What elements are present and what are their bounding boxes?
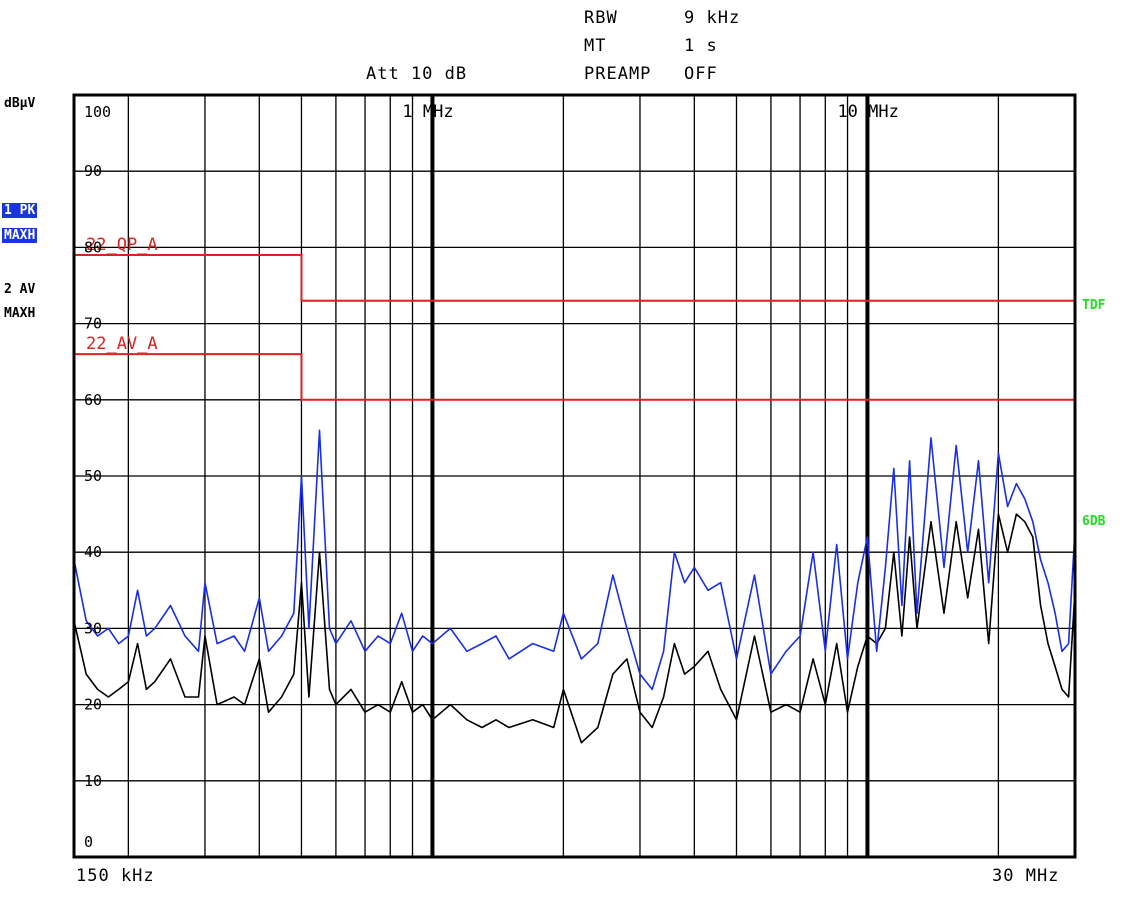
y-unit-label: dBµV	[4, 96, 36, 111]
y-tick-label: 30	[84, 619, 102, 637]
trace-line	[73, 513, 1076, 744]
limit-label: 22_QP_A	[86, 235, 158, 255]
trace2-mode-label: MAXH	[4, 306, 36, 321]
preamp-value: OFF	[684, 64, 718, 84]
y-tick-label: 90	[84, 162, 102, 180]
x-start-label: 150 kHz	[76, 866, 155, 886]
y-tick-label: 60	[84, 391, 102, 409]
y-tick-label: 50	[84, 467, 102, 485]
att-label: Att 10 dB	[366, 64, 468, 84]
trace1-mode-badge: MAXH	[2, 228, 38, 243]
y-tick-label: 80	[84, 238, 102, 256]
trace1-detector-badge: 1 PK	[2, 203, 38, 218]
decade-label: 1 MHz	[402, 102, 453, 122]
mt-value: 1 s	[684, 36, 718, 56]
limit-line	[74, 254, 1075, 302]
preamp-label: PREAMP	[584, 64, 652, 84]
y-tick-label: 40	[84, 543, 102, 561]
y-tick-label: 20	[84, 696, 102, 714]
y-tick-label: 10	[84, 772, 102, 790]
plot-frame	[72, 93, 1077, 859]
trace-line	[73, 429, 1076, 691]
trace2-detector-label: 2 AV	[4, 282, 36, 297]
decade-label: 10 MHz	[837, 102, 898, 122]
limit-line	[74, 353, 1075, 401]
mt-label: MT	[584, 36, 607, 56]
limit-label: 22_AV_A	[86, 334, 158, 354]
y-tick-label: 70	[84, 315, 102, 333]
grid	[74, 95, 1075, 857]
6db-indicator: 6DB	[1082, 514, 1106, 529]
axis-labels: 0 10 20 30 40 50 60 70 80 90 100 1 MHz 10 MHz	[84, 102, 899, 851]
traces	[73, 429, 1076, 744]
rbw-label: RBW	[584, 8, 618, 28]
x-end-label: 30 MHz	[992, 866, 1060, 886]
tdf-indicator: TDF	[1082, 298, 1106, 313]
limit-lines: 22_QP_A 22_AV_A	[74, 235, 1075, 401]
rbw-value: 9 kHz	[684, 8, 741, 28]
y-tick-label: 100	[84, 103, 111, 121]
y-tick-label: 0	[84, 833, 93, 851]
